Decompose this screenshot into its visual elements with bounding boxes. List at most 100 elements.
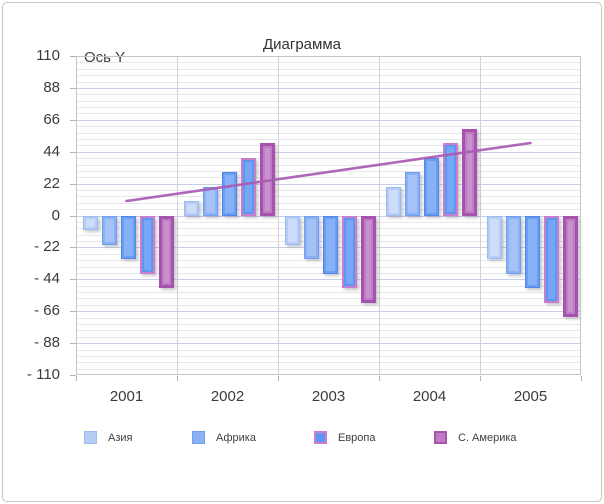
bar-highlight [346,219,353,284]
gridline-minor-y [76,336,581,338]
legend-label: Азия [108,431,133,444]
gridline-minor-y [76,298,581,300]
bar-highlight [206,189,215,213]
legend-swatch [84,431,97,444]
bar-highlight [366,220,371,298]
gridline-minor-y [76,164,581,166]
gridline-major-y [76,343,581,345]
legend-item: Европа [314,429,376,446]
bar-highlight [509,218,518,271]
bar-highlight [124,218,133,256]
bar [361,215,376,303]
y-tick-mark [70,215,76,217]
gridline-minor-y [76,100,581,102]
bar-highlight [528,218,537,285]
legend: Азия Африка Европа С. Америка [0,429,604,449]
gridline-minor-y [76,132,581,134]
bar-highlight [490,218,499,256]
bar-highlight [245,161,252,212]
gridline-minor-y [76,362,581,364]
x-axis-category-label: 2003 [311,388,346,405]
y-axis-tick-label: 0 [51,206,60,224]
x-axis-category-label: 2005 [513,388,548,405]
y-axis-tick-label: 110 [36,47,60,64]
bar-highlight [467,133,472,211]
gridline-minor-y [76,158,581,160]
legend-swatch [192,431,205,444]
gridline-minor-y [76,285,581,287]
bar [285,215,300,245]
bar [203,186,218,216]
bar [487,215,502,259]
bar-highlight [326,218,335,271]
bar [159,215,174,288]
gridline-minor-y [76,75,581,77]
y-axis-title: Ось Y [84,49,126,66]
bar [342,215,357,288]
bar-highlight [225,175,234,213]
y-tick-mark [70,87,76,89]
gridline-minor-y [76,292,581,294]
gridline-minor-y [76,138,581,140]
legend-label: Африка [216,431,256,444]
bar [121,215,136,259]
y-tick-mark [70,311,76,313]
gridline-vertical [379,56,380,375]
bar [525,215,540,288]
bar [443,143,458,216]
bar-highlight [144,219,151,270]
bar-highlight [187,204,196,213]
bar-highlight [288,218,297,242]
gridline-major-y [76,279,581,281]
gridline-major-y [76,183,581,185]
legend-label: С. Америка [458,431,517,444]
gridline-vertical [278,56,279,375]
bar [241,157,256,216]
y-axis-tick-label: - 110 [26,366,60,383]
bar [506,215,521,274]
gridline-minor-y [76,190,581,191]
bar-highlight [105,218,114,242]
gridline-minor-y [76,196,581,198]
gridline-minor-y [76,107,581,108]
legend-item: С. Америка [434,429,517,446]
chart-title: Диаграмма [262,36,341,53]
gridline-major-y [76,119,581,121]
trend-line-segment [125,141,532,203]
y-axis-tick-label: - 22 [34,238,60,256]
gridline-vertical [177,56,178,375]
legend-swatch [314,431,327,444]
legend-item: Африка [192,429,256,446]
legend-item: Азия [84,429,132,446]
x-axis-category-label: 2004 [412,388,447,405]
y-tick-mark [70,151,76,153]
gridline-minor-y [76,113,581,115]
gridline-minor-y [76,145,581,147]
y-tick-mark [70,247,76,249]
x-tick-mark [278,376,279,381]
y-tick-mark [70,56,76,57]
bar-highlight [307,218,316,256]
bar [222,172,237,216]
bar-highlight [568,220,573,312]
y-axis-tick-label: - 44 [34,270,60,288]
x-tick-mark [76,376,77,381]
bar-highlight [86,218,95,227]
y-axis-tick-label: 88 [43,78,60,96]
x-axis-category-label: 2001 [109,388,144,405]
bar-highlight [164,220,169,283]
gridline-vertical [480,56,481,375]
gridline-major-y [76,311,581,313]
legend-swatch [434,431,447,444]
y-tick-mark [70,375,76,376]
gridline-major-y [76,151,581,153]
x-axis-category-label: 2002 [210,388,245,405]
gridline-minor-y [76,81,581,83]
gridline-minor-y [76,177,581,179]
bar [102,215,117,245]
bar [140,215,155,274]
gridline-minor-y [76,304,581,306]
bar-highlight [389,189,398,213]
gridline-minor-y [76,209,581,211]
bar [544,215,559,303]
